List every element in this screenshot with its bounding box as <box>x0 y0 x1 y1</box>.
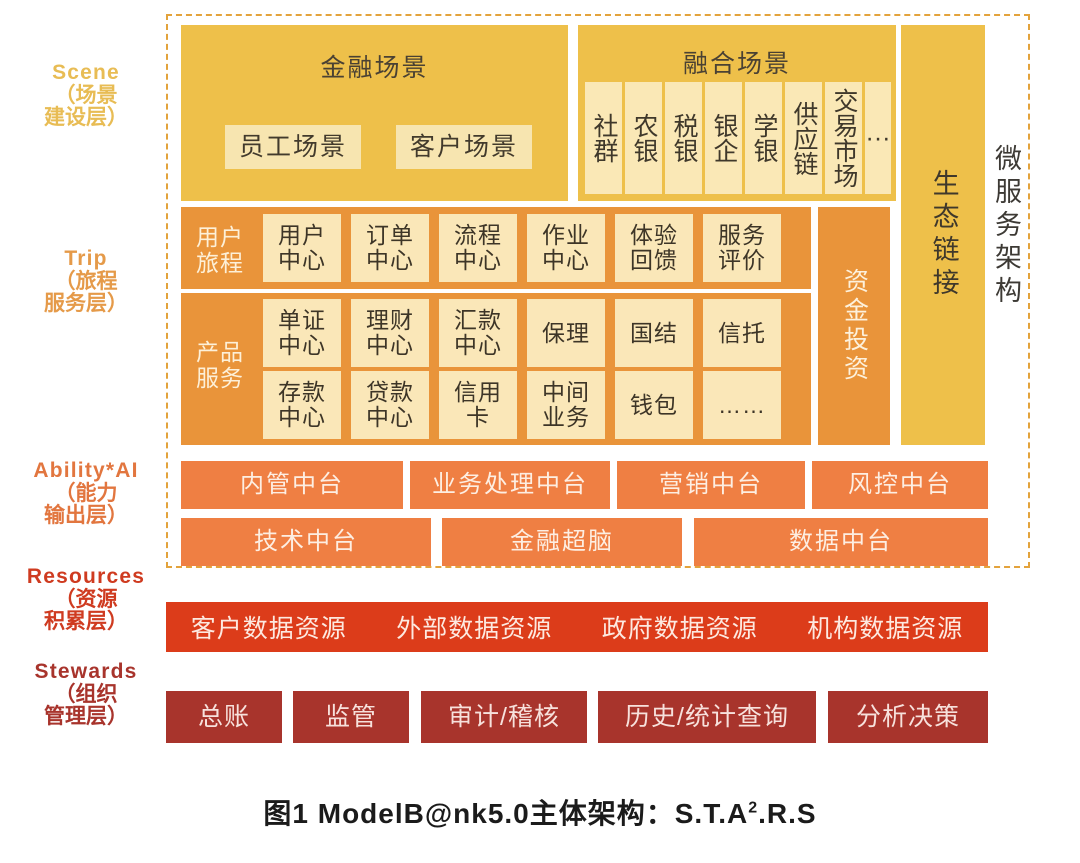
layer-label-resources-cn1: （资源 <box>54 587 118 611</box>
layer-label-scene-cn2: 建设层） <box>44 106 128 130</box>
trip-item-credit-card[interactable]: 信用卡 <box>439 371 517 439</box>
trip-product-service-side-label-line2: 服务 <box>196 365 244 392</box>
scene-fusion-item-more[interactable]: ··· <box>865 82 891 194</box>
scene-fusion-item-trading-market[interactable]: 交易市场 <box>825 82 862 194</box>
trip-item-deposit-center[interactable]: 存款中心 <box>263 371 341 439</box>
trip-item-wallet[interactable]: 钱包 <box>615 371 693 439</box>
trip-item-document-center[interactable]: 单证中心 <box>263 299 341 367</box>
layer-label-ability: Ability*AI （能力 输出层） <box>6 459 166 528</box>
figure-caption: 图1 ModelB@nk5.0主体架构：S.T.A2.R.S <box>0 792 1080 832</box>
layer-label-stewards-en: Stewards <box>34 660 138 683</box>
trip-item-wealth-center[interactable]: 理财中心 <box>351 299 429 367</box>
trip-user-journey-side-label-line2: 旅程 <box>196 250 244 277</box>
trip-item-service-evaluation-label: 服务评价 <box>718 222 766 273</box>
trip-item-order-center-label: 订单中心 <box>366 222 414 273</box>
scene-fusion-item-yinqi[interactable]: 银企 <box>705 82 742 194</box>
layer-label-ability-cn1: （能力 <box>54 481 118 505</box>
trip-item-wealth-center-label: 理财中心 <box>366 307 414 358</box>
ability-item-marketing[interactable]: 营销中台 <box>617 461 805 509</box>
trip-item-operation-center[interactable]: 作业中心 <box>527 214 605 282</box>
trip-item-deposit-center-label: 存款中心 <box>278 379 326 430</box>
resources-item-customer[interactable]: 客户数据资源 <box>190 615 347 643</box>
trip-item-experience-feedback[interactable]: 体验回馈 <box>615 214 693 282</box>
layer-label-scene-en: Scene <box>52 61 120 84</box>
trip-product-service-panel: 产品 服务 单证中心 理财中心 汇款中心 保理 国结 信托 存款中心 贷款中心 … <box>181 293 811 445</box>
layer-label-scene-cn1: （场景 <box>54 83 118 107</box>
trip-item-credit-card-label: 信用卡 <box>454 379 502 430</box>
trip-item-remittance-center[interactable]: 汇款中心 <box>439 299 517 367</box>
resources-bar: 客户数据资源 外部数据资源 政府数据资源 机构数据资源 <box>166 602 988 652</box>
trip-item-international-settlement[interactable]: 国结 <box>615 299 693 367</box>
steward-item-analysis-decision[interactable]: 分析决策 <box>828 691 988 743</box>
figure-caption-prefix: 图1 ModelB@nk5.0主体架构：S.T.A <box>263 798 749 829</box>
trip-item-document-center-label: 单证中心 <box>278 307 326 358</box>
figure-caption-superscript: 2 <box>748 799 759 817</box>
layer-label-scene: Scene （场景 建设层） <box>6 61 166 130</box>
trip-item-user-center[interactable]: 用户中心 <box>263 214 341 282</box>
steward-item-history-statistics-query[interactable]: 历史/统计查询 <box>598 691 816 743</box>
scene-fusion-item-shuiyin[interactable]: 税银 <box>665 82 702 194</box>
scene-fusion-title: 融合场景 <box>682 50 791 78</box>
microservice-architecture-label: 微服务架构 <box>991 143 1021 309</box>
trip-item-intermediary-business-label: 中间业务 <box>542 379 590 430</box>
layer-label-trip-cn1: （旅程 <box>54 269 118 293</box>
steward-item-general-ledger[interactable]: 总账 <box>166 691 282 743</box>
resources-item-institution[interactable]: 机构数据资源 <box>807 615 964 643</box>
scene-fusion-item-nongyin[interactable]: 农银 <box>625 82 662 194</box>
trip-item-process-center[interactable]: 流程中心 <box>439 214 517 282</box>
trip-product-service-side-label-line1: 产品 <box>196 339 244 365</box>
eco-link-column[interactable]: 生态链接 <box>901 25 985 445</box>
resources-item-external[interactable]: 外部数据资源 <box>396 615 553 643</box>
layer-label-resources-cn2: 积累层） <box>44 610 128 634</box>
layer-label-trip-cn2: 服务层） <box>44 292 128 316</box>
layer-label-ability-en: Ability*AI <box>33 459 139 482</box>
ability-item-data-middle-platform[interactable]: 数据中台 <box>694 518 988 566</box>
trip-item-trust[interactable]: 信托 <box>703 299 781 367</box>
scene-fusion-panel: 融合场景 社群 农银 税银 银企 学银 供应链 交易市场 ··· <box>578 25 896 201</box>
steward-item-supervision[interactable]: 监管 <box>293 691 409 743</box>
scene-fusion-item-supply-chain[interactable]: 供应链 <box>785 82 822 194</box>
trip-item-experience-feedback-label: 体验回馈 <box>630 222 678 273</box>
resources-item-government[interactable]: 政府数据资源 <box>601 615 758 643</box>
scene-financial-item-employee[interactable]: 员工场景 <box>225 125 361 169</box>
trip-item-operation-center-label: 作业中心 <box>542 222 590 273</box>
ability-item-financial-brain[interactable]: 金融超脑 <box>442 518 682 566</box>
layer-label-stewards-cn1: （组织 <box>54 682 118 706</box>
layer-label-trip: Trip （旅程 服务层） <box>6 247 166 316</box>
scene-financial-item-customer[interactable]: 客户场景 <box>396 125 532 169</box>
layer-label-resources-en: Resources <box>26 565 146 588</box>
trip-item-remittance-center-label: 汇款中心 <box>454 307 502 358</box>
trip-fund-investment-column[interactable]: 资金投资 <box>818 207 890 445</box>
trip-item-process-center-label: 流程中心 <box>454 222 502 273</box>
trip-item-user-center-label: 用户中心 <box>278 222 326 273</box>
ability-item-business-processing[interactable]: 业务处理中台 <box>410 461 610 509</box>
trip-user-journey-side-label: 用户 旅程 <box>187 224 253 277</box>
trip-item-factoring[interactable]: 保理 <box>527 299 605 367</box>
layer-label-resources: Resources （资源 积累层） <box>6 565 166 634</box>
layer-label-stewards: Stewards （组织 管理层） <box>6 660 166 729</box>
layer-label-trip-en: Trip <box>64 247 108 270</box>
trip-item-more[interactable]: …… <box>703 371 781 439</box>
trip-user-journey-side-label-line1: 用户 <box>196 224 244 250</box>
scene-financial-panel: 金融场景 员工场景 客户场景 <box>181 25 568 201</box>
figure-caption-suffix: .R.S <box>758 798 817 829</box>
scene-fusion-item-shequn[interactable]: 社群 <box>585 82 622 194</box>
trip-item-loan-center-label: 贷款中心 <box>366 379 414 430</box>
ability-item-risk-control[interactable]: 风控中台 <box>812 461 988 509</box>
trip-item-service-evaluation[interactable]: 服务评价 <box>703 214 781 282</box>
trip-item-order-center[interactable]: 订单中心 <box>351 214 429 282</box>
layer-label-stewards-cn2: 管理层） <box>44 705 128 729</box>
trip-product-service-side-label: 产品 服务 <box>187 339 253 392</box>
scene-financial-title: 金融场景 <box>320 54 429 82</box>
ability-item-technology[interactable]: 技术中台 <box>181 518 431 566</box>
scene-fusion-item-xueyin[interactable]: 学银 <box>745 82 782 194</box>
trip-item-loan-center[interactable]: 贷款中心 <box>351 371 429 439</box>
core-architecture-dashed-boundary <box>166 14 1030 568</box>
layer-label-ability-cn2: 输出层） <box>44 504 128 528</box>
steward-item-audit-inspection[interactable]: 审计/稽核 <box>421 691 587 743</box>
trip-item-intermediary-business[interactable]: 中间业务 <box>527 371 605 439</box>
ability-item-internal-management[interactable]: 内管中台 <box>181 461 403 509</box>
trip-user-journey-panel: 用户 旅程 用户中心 订单中心 流程中心 作业中心 体验回馈 服务评价 <box>181 207 811 289</box>
